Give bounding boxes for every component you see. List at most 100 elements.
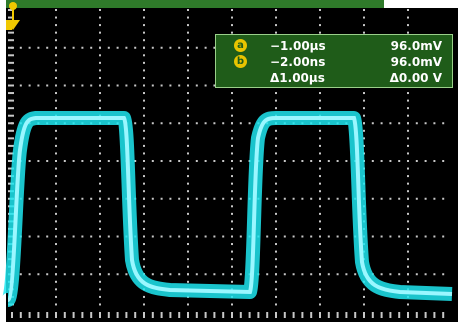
graticule-dot xyxy=(231,212,233,215)
graticule-dot xyxy=(99,107,101,110)
graticule-dot xyxy=(213,46,216,49)
graticule-dot xyxy=(160,122,163,125)
graticule-dot xyxy=(72,160,75,162)
graticule-dot xyxy=(99,243,101,246)
graticule-dot xyxy=(319,303,321,306)
graticule-dot xyxy=(407,31,409,34)
graticule-dot xyxy=(187,92,189,95)
record-bar-blank xyxy=(384,0,458,8)
graticule-dot xyxy=(90,273,93,276)
axis-tick xyxy=(433,312,436,318)
graticule-dot xyxy=(169,122,172,125)
axis-tick xyxy=(301,312,304,318)
graticule-dot xyxy=(187,9,189,11)
graticule-dot xyxy=(301,273,304,276)
graticule-dot xyxy=(231,175,233,178)
graticule-dot xyxy=(143,212,145,215)
graticule-dot xyxy=(310,160,313,162)
axis-tick xyxy=(8,54,14,57)
graticule-dot xyxy=(319,265,321,268)
graticule-dot xyxy=(345,197,348,200)
cursor-a-time: −1.00µs xyxy=(270,39,326,53)
graticule-dot xyxy=(319,16,321,19)
graticule-dot xyxy=(99,61,101,64)
graticule-dot xyxy=(319,250,321,253)
graticule-dot xyxy=(99,190,101,193)
graticule-dot xyxy=(63,160,66,162)
graticule-dot xyxy=(107,46,110,49)
graticule-dot xyxy=(143,235,145,238)
graticule-dot xyxy=(99,303,101,306)
graticule-dot xyxy=(319,288,321,291)
axis-tick xyxy=(8,114,14,117)
graticule-dot xyxy=(151,235,154,238)
graticule-dot xyxy=(319,227,321,230)
graticule-dot xyxy=(187,220,189,223)
graticule-dot xyxy=(178,235,181,238)
graticule-dot xyxy=(407,227,409,230)
axis-tick xyxy=(283,312,286,318)
graticule-dot xyxy=(345,160,348,162)
graticule-dot xyxy=(231,144,233,147)
graticule-dot xyxy=(81,273,84,276)
graticule-dot xyxy=(407,250,409,253)
axis-tick xyxy=(442,312,445,318)
graticule-dot xyxy=(327,197,330,200)
graticule-dot xyxy=(187,258,189,261)
graticule-dot xyxy=(187,152,189,155)
graticule-dot xyxy=(231,265,233,268)
graticule-dot xyxy=(72,46,75,49)
graticule-dot xyxy=(99,265,101,268)
graticule-dot xyxy=(319,212,321,215)
graticule-dot xyxy=(178,160,181,162)
graticule-dot xyxy=(275,24,277,27)
graticule-dot xyxy=(143,122,145,125)
graticule-dot xyxy=(151,160,154,162)
trace-line xyxy=(1,111,453,307)
graticule-dot xyxy=(231,220,233,223)
graticule-dot xyxy=(55,61,57,64)
graticule-dot xyxy=(204,46,207,49)
graticule-dot xyxy=(116,235,119,238)
graticule-dot xyxy=(231,190,233,193)
graticule-dot xyxy=(169,84,172,87)
graticule-dot xyxy=(275,197,277,200)
graticule-dot xyxy=(37,197,40,200)
graticule-dot xyxy=(63,84,66,87)
graticule-dot xyxy=(195,197,198,200)
graticule-dot xyxy=(143,31,145,34)
axis-tick xyxy=(116,312,119,318)
graticule-dot xyxy=(72,197,75,200)
graticule-dot xyxy=(187,39,189,42)
axis-tick xyxy=(178,312,181,318)
cursor-b-row: b −2.00ns 96.0mV xyxy=(216,54,452,70)
graticule-dot xyxy=(407,99,409,102)
graticule-dot xyxy=(275,288,277,291)
graticule-dot xyxy=(178,46,181,49)
graticule-dot xyxy=(380,235,383,238)
cursor-b-icon: b xyxy=(234,55,247,68)
graticule-dot xyxy=(231,273,233,276)
graticule-dot xyxy=(46,197,49,200)
graticule-dot xyxy=(19,273,22,276)
graticule-dot xyxy=(407,182,409,185)
graticule-dot xyxy=(424,160,427,162)
graticule-dot xyxy=(275,16,277,19)
graticule-dot xyxy=(169,273,172,276)
graticule-dot xyxy=(99,144,101,147)
graticule-dot xyxy=(231,92,233,95)
graticule-dot xyxy=(55,24,57,27)
axis-tick xyxy=(8,144,14,147)
axis-tick xyxy=(380,312,383,318)
graticule-dot xyxy=(319,235,321,238)
axis-tick xyxy=(8,122,14,125)
axis-tick xyxy=(8,46,14,49)
graticule-dot xyxy=(99,92,101,95)
graticule-dot xyxy=(380,122,383,125)
graticule-dot xyxy=(116,46,119,49)
graticule-dot xyxy=(319,273,321,276)
graticule-dot xyxy=(231,16,233,19)
graticule-dot xyxy=(143,24,145,27)
delta-row: Δ1.00µs Δ0.00 V xyxy=(216,70,452,86)
axis-tick xyxy=(415,312,418,318)
